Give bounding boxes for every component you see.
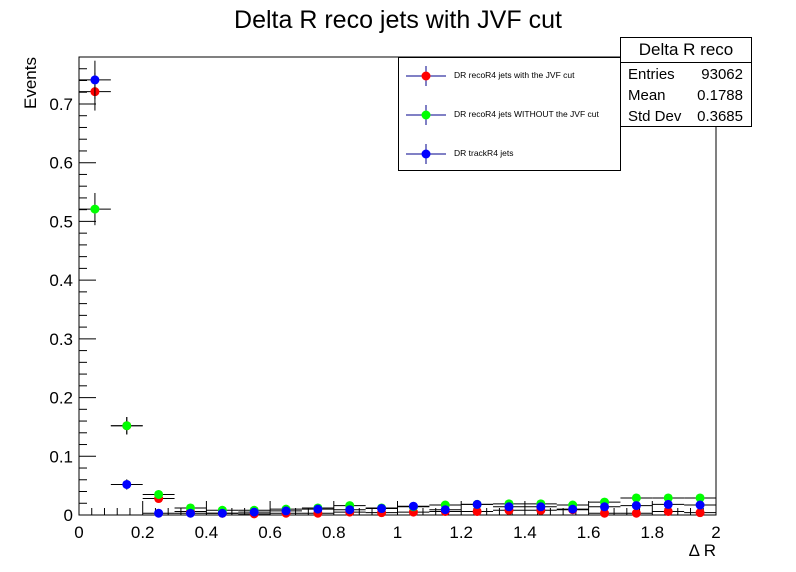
x-tick-label: 0.6 — [258, 523, 282, 542]
legend-marker — [406, 105, 446, 125]
stats-value: 0.3685 — [697, 108, 743, 125]
legend-marker — [406, 144, 446, 164]
series-3 — [79, 60, 716, 518]
data-point — [154, 508, 164, 518]
stats-row-std-dev: Std Dev 0.3685 — [621, 105, 751, 126]
data-point — [472, 506, 482, 516]
data-point — [440, 505, 450, 515]
data-point — [90, 204, 100, 214]
data-point — [536, 502, 546, 512]
x-tick-label: 0 — [74, 523, 83, 542]
data-point — [600, 502, 610, 512]
data-point — [90, 75, 100, 85]
stats-label: Entries — [628, 66, 675, 83]
data-point — [377, 504, 387, 514]
legend-entry: DR recoR4 jets WITHOUT the JVF cut — [399, 105, 619, 125]
legend-label: DR trackR4 jets — [454, 148, 514, 158]
stats-value: 0.1788 — [697, 87, 743, 104]
y-tick-label: 0.2 — [49, 389, 73, 408]
data-point — [122, 421, 132, 431]
x-tick-label: 0.4 — [195, 523, 219, 542]
chart-title: Delta R reco jets with JVF cut — [234, 6, 562, 34]
data-point — [472, 499, 482, 509]
axis-ticks: 0 0.2 0.4 0.6 0.8 1 1.2 1.4 1.6 1.8 2 0 0.1 0.2 0.3 0.4… — [49, 56, 721, 542]
data-point — [631, 493, 641, 503]
data-point — [281, 506, 291, 516]
y-tick-label: 0 — [64, 506, 73, 525]
y-axis-label: Events — [21, 57, 40, 109]
data-point — [249, 507, 259, 517]
data-point — [154, 489, 164, 499]
stats-box: Delta R reco Entries 93062 Mean 0.1788 S… — [620, 37, 752, 127]
x-tick-label: 1.4 — [513, 523, 537, 542]
data-point — [345, 505, 355, 515]
legend-marker — [406, 66, 446, 86]
y-tick-label: 0.6 — [49, 154, 73, 173]
x-tick-label: 0.8 — [322, 523, 346, 542]
data-point — [313, 504, 323, 514]
y-tick-label: 0.1 — [49, 447, 73, 466]
data-point — [568, 504, 578, 514]
legend: DR recoR4 jets with the JVF cut DR recoR4… — [398, 57, 621, 171]
stats-row-entries: Entries 93062 — [621, 63, 751, 84]
data-point — [631, 508, 641, 518]
data-point — [122, 479, 132, 489]
y-tick-label: 0.4 — [49, 271, 73, 290]
data-point — [217, 508, 227, 518]
data-point — [408, 501, 418, 511]
data-point — [695, 500, 705, 510]
data-points — [79, 60, 716, 519]
x-tick-label: 1.2 — [449, 523, 473, 542]
y-tick-label: 0.7 — [49, 95, 73, 114]
data-point — [695, 508, 705, 518]
legend-label: DR recoR4 jets with the JVF cut — [454, 70, 575, 80]
y-tick-label: 0.5 — [49, 212, 73, 231]
data-point — [663, 506, 673, 516]
x-tick-label: 1.6 — [577, 523, 601, 542]
data-point — [504, 502, 514, 512]
stats-title: Delta R reco — [621, 38, 751, 63]
x-tick-label: 1.8 — [640, 523, 664, 542]
legend-entry: DR trackR4 jets — [399, 144, 619, 164]
data-point — [663, 499, 673, 509]
legend-label: DR recoR4 jets WITHOUT the JVF cut — [454, 109, 599, 119]
series-2 — [79, 192, 716, 515]
data-point — [695, 493, 705, 503]
data-point — [631, 501, 641, 511]
x-tick-label: 2 — [711, 523, 720, 542]
y-tick-label: 0.3 — [49, 330, 73, 349]
x-tick-label: 0.2 — [131, 523, 155, 542]
data-point — [663, 493, 673, 503]
x-axis-label: Δ R — [689, 541, 716, 560]
stats-value: 93062 — [701, 66, 743, 83]
x-tick-label: 1 — [393, 523, 402, 542]
stats-label: Mean — [628, 87, 666, 104]
data-point — [185, 508, 195, 518]
data-point — [600, 508, 610, 518]
stats-row-mean: Mean 0.1788 — [621, 84, 751, 105]
legend-entry: DR recoR4 jets with the JVF cut — [399, 66, 619, 86]
stats-label: Std Dev — [628, 108, 682, 125]
